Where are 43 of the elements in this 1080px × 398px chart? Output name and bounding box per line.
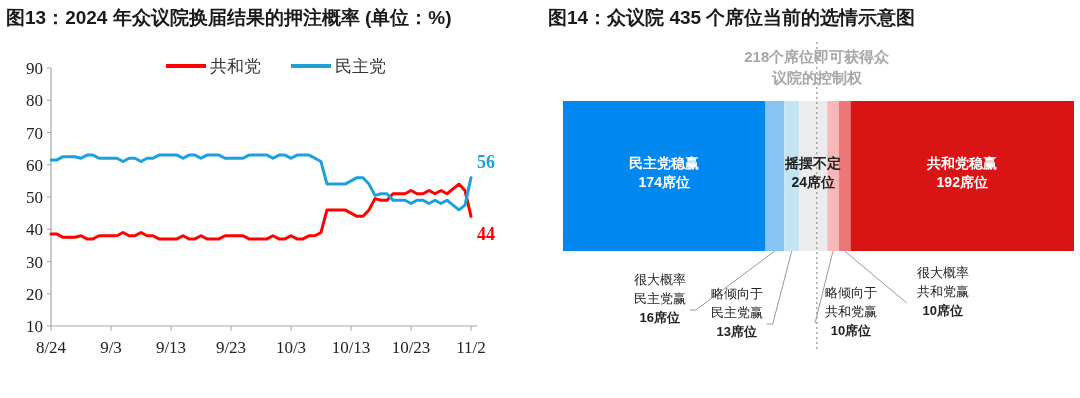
- x-tick-label: 8/24: [35, 338, 67, 357]
- text: 略倾向于民主党赢: [710, 286, 763, 320]
- y-tick-label: 90: [26, 59, 43, 78]
- legend-label: 共和党: [210, 57, 261, 76]
- legend-label: 民主党: [335, 57, 386, 76]
- bar: [563, 101, 766, 251]
- ref-line-label: 218个席位即可获得众议院的控制权: [744, 48, 891, 86]
- x-tick-label: 11/2: [456, 338, 486, 357]
- y-tick-label: 40: [26, 220, 43, 240]
- data-label: 56: [477, 151, 495, 172]
- bar: [850, 101, 1074, 251]
- data-label: 10席位: [830, 323, 872, 338]
- chart-title: 图14：众议院 435 个席位当前的选情示意图: [548, 7, 916, 28]
- data-label: 13席位: [716, 324, 757, 339]
- series-label: 摇摆不定: [784, 155, 842, 171]
- text: 略倾向于共和党赢: [825, 285, 878, 319]
- text: 很大概率民主党赢: [633, 272, 686, 306]
- y-tick-label: 20: [26, 284, 43, 304]
- y-tick-label: 80: [26, 91, 43, 111]
- data-label: 16席位: [639, 310, 681, 325]
- series-label: 共和党稳赢: [926, 155, 998, 171]
- chart-title: 图13：2024 年众议院换届结果的押注概率 (单位：%): [6, 7, 452, 28]
- line-series: [49, 153, 473, 212]
- x-tick-label: 10/3: [275, 338, 307, 357]
- line-series: [49, 182, 473, 241]
- data-label: 192席位: [936, 174, 988, 190]
- x-tick-label: 9/3: [100, 338, 122, 357]
- x-tick-label: 10/23: [391, 338, 431, 357]
- data-label: 44: [477, 224, 495, 245]
- x-tick-label: 10/13: [331, 338, 371, 357]
- series-label: 民主党稳赢: [629, 155, 700, 171]
- x-tick-label: 9/13: [155, 338, 187, 357]
- y-tick-label: 60: [26, 155, 43, 175]
- data-label: 174席位: [638, 174, 690, 190]
- y-tick-label: 50: [26, 188, 43, 207]
- bar: [765, 101, 785, 251]
- y-tick-label: 70: [26, 123, 43, 143]
- data-label: 10席位: [922, 303, 963, 318]
- text: 很大概率共和党赢: [916, 265, 969, 299]
- x-tick-label: 9/23: [215, 338, 247, 357]
- y-tick-label: 10: [26, 317, 43, 336]
- data-label: 24席位: [791, 174, 836, 190]
- y-tick-label: 30: [26, 252, 43, 272]
